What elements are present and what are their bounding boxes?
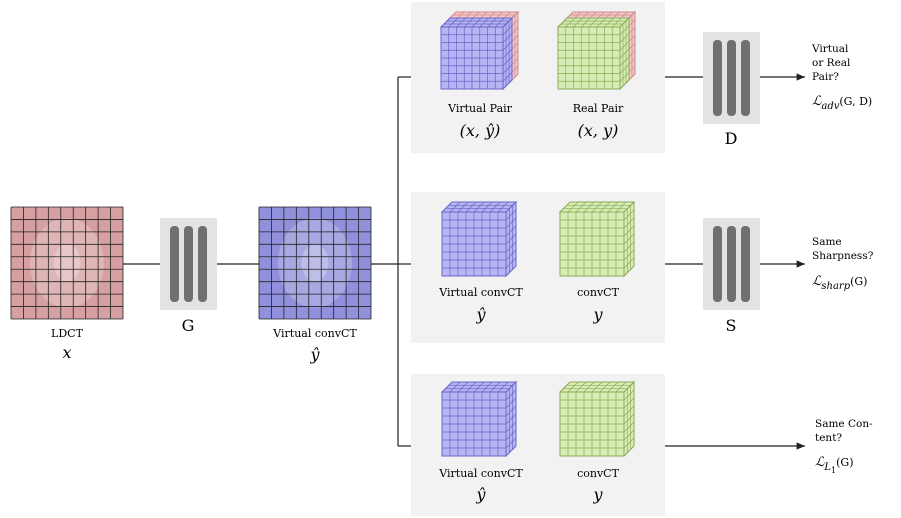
question: Pair?: [812, 71, 839, 83]
diagram: LDCT x G Virtual convCT ŷ Virtual Pair (…: [0, 0, 901, 518]
question: Virtual: [811, 43, 849, 55]
item-label: convCT: [577, 286, 619, 299]
question: Sharpness?: [812, 250, 874, 262]
network-label: D: [725, 129, 738, 148]
question: Same: [812, 236, 842, 248]
cube: [441, 18, 512, 89]
network-layer: [170, 226, 179, 302]
input-label: LDCT: [51, 327, 84, 340]
cube: [558, 18, 629, 89]
network-layer: [727, 226, 736, 302]
network-layer: [727, 40, 736, 116]
network: [703, 218, 760, 310]
item-label: convCT: [577, 467, 619, 480]
loss-subscript: sharp: [821, 281, 850, 292]
loss: ℒsharp(G): [812, 274, 867, 292]
item-symbol: y: [592, 305, 603, 324]
brain: [54, 244, 81, 282]
question: Same Con-: [815, 418, 873, 430]
network-layer: [198, 226, 207, 302]
brain: [302, 244, 329, 282]
item-label: Virtual convCT: [438, 286, 523, 299]
network-label: S: [726, 316, 737, 335]
virtual-image: [259, 207, 371, 319]
item-symbol: y: [592, 485, 603, 504]
item-label: Virtual Pair: [447, 102, 513, 115]
network: [160, 218, 217, 310]
item-symbol: ŷ: [475, 305, 486, 324]
network-layer: [184, 226, 193, 302]
question: or Real: [812, 57, 851, 69]
network: [703, 32, 760, 124]
input-symbol: x: [62, 343, 71, 362]
loss: ℒadv(G, D): [812, 94, 872, 112]
output-label: Virtual convCT: [272, 327, 357, 340]
ldct-image: [11, 207, 123, 319]
item-label: Real Pair: [573, 102, 624, 115]
loss-args: (G, D): [839, 95, 872, 108]
loss: ℒL1(G): [815, 455, 853, 475]
network-layer: [741, 40, 750, 116]
loss-subscript: adv: [821, 101, 839, 112]
item-symbol: (x, ŷ): [460, 121, 501, 140]
output-symbol: ŷ: [309, 345, 320, 364]
item-label: Virtual convCT: [438, 467, 523, 480]
loss-args: (G): [836, 456, 853, 469]
cube: [442, 382, 516, 456]
cube: [560, 382, 634, 456]
network-layer: [713, 40, 722, 116]
item-symbol: (x, y): [578, 121, 619, 140]
question: tent?: [815, 432, 842, 444]
network-layer: [741, 226, 750, 302]
cube: [560, 202, 634, 276]
cube: [442, 202, 516, 276]
network-layer: [713, 226, 722, 302]
loss-args: (G): [850, 275, 867, 288]
item-symbol: ŷ: [475, 485, 486, 504]
generator-label: G: [182, 316, 195, 335]
